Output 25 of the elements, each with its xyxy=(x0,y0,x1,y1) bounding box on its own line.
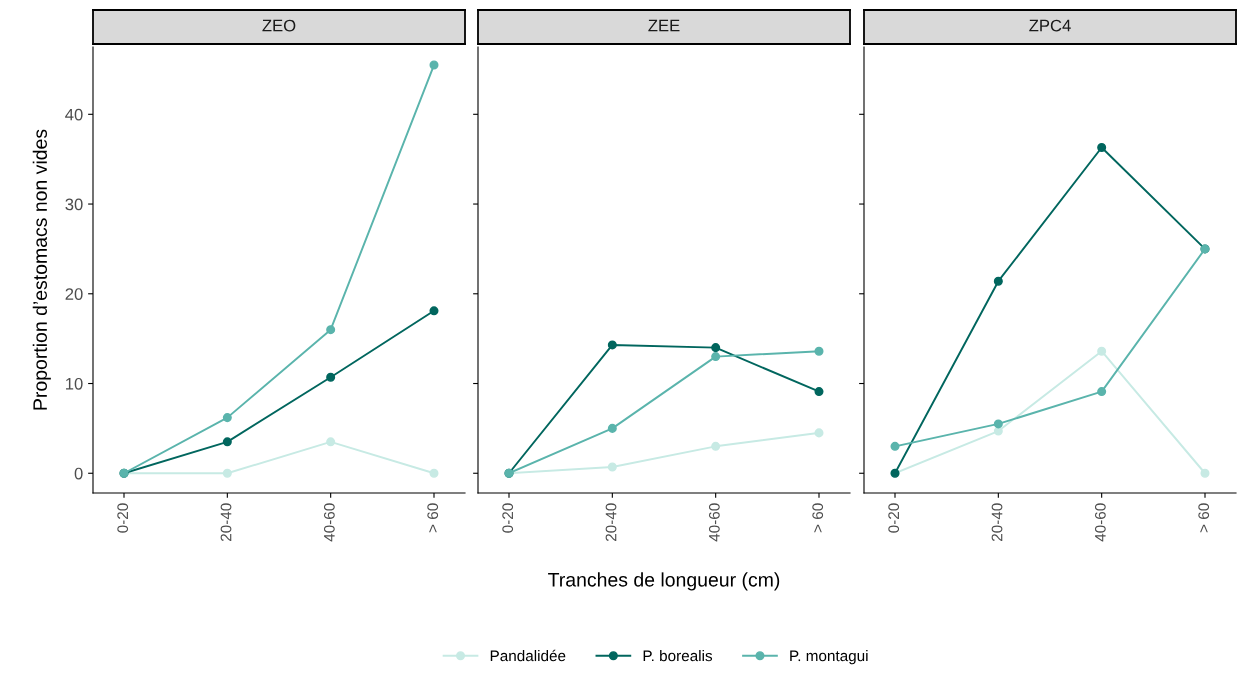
y-axis-title: Proportion d’estomacs non vides xyxy=(32,129,51,410)
x-tick-label: 0-20 xyxy=(888,503,900,533)
legend-label: Pandalidée xyxy=(490,649,566,662)
chart-title: ZEO xyxy=(262,19,296,32)
x-tick-label: 40-60 xyxy=(1094,503,1106,542)
y-tick-label: 10 xyxy=(66,377,83,390)
y-tick-label: 30 xyxy=(65,198,83,211)
y-tick-label: 40 xyxy=(65,108,83,121)
y-tick-label: 20 xyxy=(65,288,83,300)
x-tick-label: 40-60 xyxy=(323,503,335,542)
x-tick-label: 0-20 xyxy=(502,503,514,533)
x-tick-label: > 60 xyxy=(427,503,439,533)
chart-title: ZEE xyxy=(648,19,680,32)
x-tick-label: 20-40 xyxy=(991,503,1003,542)
y-tick-label: 0 xyxy=(74,467,83,480)
x-tick-label: > 60 xyxy=(812,503,824,533)
x-tick-label: > 60 xyxy=(1198,503,1210,533)
legend-label: P. borealis xyxy=(643,650,713,662)
legend-label: P. montagui xyxy=(790,650,868,665)
x-tick-label: 20-40 xyxy=(605,503,617,542)
x-tick-label: 0-20 xyxy=(117,503,129,533)
x-tick-label: 40-60 xyxy=(708,503,720,542)
x-axis-title: Tranches de longueur (cm) xyxy=(548,572,780,591)
chart-title: ZPC4 xyxy=(1029,19,1071,32)
x-tick-label: 20-40 xyxy=(220,503,232,542)
